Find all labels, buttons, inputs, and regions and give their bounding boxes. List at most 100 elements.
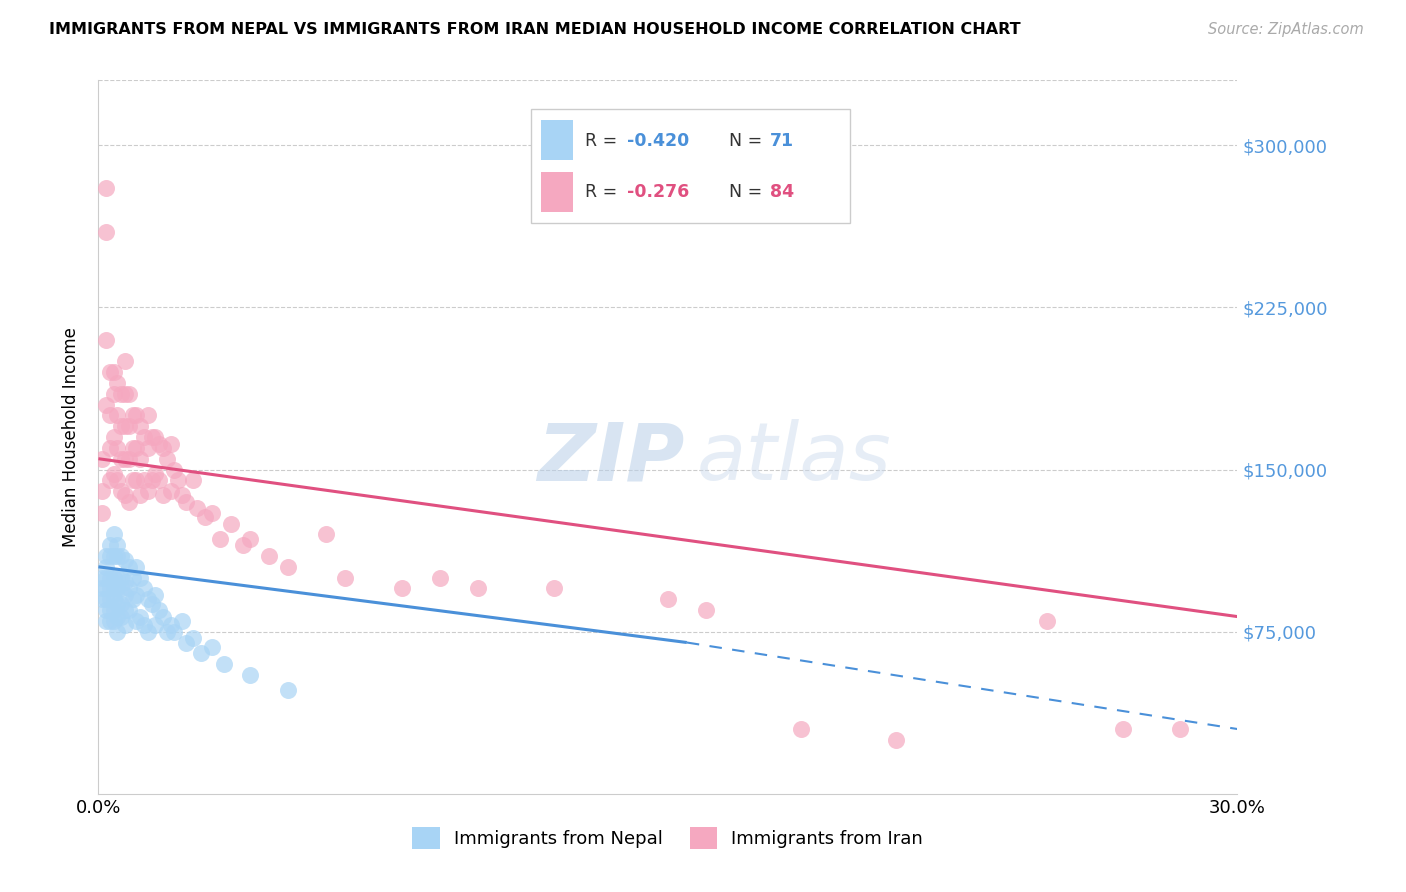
Point — [145, 430, 167, 444]
Point — [94, 398, 117, 412]
Text: IMMIGRANTS FROM NEPAL VS IMMIGRANTS FROM IRAN MEDIAN HOUSEHOLD INCOME CORRELATIO: IMMIGRANTS FROM NEPAL VS IMMIGRANTS FROM… — [49, 22, 1021, 37]
Point — [114, 387, 136, 401]
Point — [118, 559, 141, 574]
Point — [159, 618, 181, 632]
Point — [163, 624, 186, 639]
Point — [208, 532, 231, 546]
Point — [118, 582, 141, 596]
Point — [695, 603, 717, 617]
Point — [91, 484, 114, 499]
Point — [94, 614, 117, 628]
Point — [98, 441, 121, 455]
Point — [277, 559, 299, 574]
Point — [98, 603, 121, 617]
Point — [94, 582, 117, 596]
Point — [259, 549, 281, 563]
Point — [132, 473, 155, 487]
Point — [110, 549, 132, 563]
Point — [156, 624, 179, 639]
Point — [148, 603, 170, 617]
Point — [152, 441, 174, 455]
Point — [91, 592, 114, 607]
Point — [170, 488, 193, 502]
Point — [170, 614, 193, 628]
Point — [107, 624, 129, 639]
Point — [156, 451, 179, 466]
Point — [429, 571, 451, 585]
Point — [167, 473, 190, 487]
Point — [201, 640, 224, 654]
Point — [201, 506, 224, 520]
Point — [114, 553, 136, 567]
Point — [232, 538, 254, 552]
Point — [118, 451, 141, 466]
Point — [1036, 614, 1059, 628]
Point — [136, 409, 159, 423]
Point — [107, 582, 129, 596]
Point — [103, 592, 125, 607]
Point — [103, 603, 125, 617]
Point — [91, 582, 114, 596]
Point — [125, 559, 148, 574]
Point — [163, 462, 186, 476]
Point — [114, 618, 136, 632]
Point — [884, 732, 907, 747]
Text: ZIP: ZIP — [537, 419, 685, 498]
Point — [94, 571, 117, 585]
Point — [125, 614, 148, 628]
Point — [107, 409, 129, 423]
Point — [110, 582, 132, 596]
Point — [98, 409, 121, 423]
Point — [118, 603, 141, 617]
Point — [121, 441, 143, 455]
Point — [110, 484, 132, 499]
Point — [118, 419, 141, 434]
Point — [114, 354, 136, 368]
Point — [91, 506, 114, 520]
Point — [107, 597, 129, 611]
Point — [132, 430, 155, 444]
Point — [136, 484, 159, 499]
Point — [114, 588, 136, 602]
Point — [239, 532, 262, 546]
Point — [107, 376, 129, 390]
Point — [121, 473, 143, 487]
Point — [148, 473, 170, 487]
Point — [315, 527, 337, 541]
Point — [98, 614, 121, 628]
Point — [148, 436, 170, 450]
Point — [121, 409, 143, 423]
Y-axis label: Median Household Income: Median Household Income — [62, 327, 80, 547]
Point — [125, 473, 148, 487]
Point — [145, 467, 167, 481]
Point — [103, 365, 125, 379]
Point — [212, 657, 235, 672]
Point — [141, 473, 163, 487]
Point — [159, 484, 181, 499]
Point — [94, 181, 117, 195]
Point — [174, 495, 197, 509]
Point — [277, 683, 299, 698]
Point — [103, 571, 125, 585]
Point — [110, 419, 132, 434]
Point — [136, 592, 159, 607]
Point — [114, 451, 136, 466]
Point — [129, 488, 152, 502]
Point — [152, 488, 174, 502]
Point — [221, 516, 243, 531]
Point — [98, 571, 121, 585]
Point — [114, 603, 136, 617]
Point — [125, 588, 148, 602]
Point — [98, 592, 121, 607]
Point — [141, 597, 163, 611]
Point — [98, 549, 121, 563]
Point — [391, 582, 413, 596]
Point — [107, 441, 129, 455]
Point — [1112, 722, 1135, 736]
Point — [190, 646, 212, 660]
Point — [129, 609, 152, 624]
Point — [110, 571, 132, 585]
Point — [129, 571, 152, 585]
Point — [790, 722, 813, 736]
Point — [114, 419, 136, 434]
